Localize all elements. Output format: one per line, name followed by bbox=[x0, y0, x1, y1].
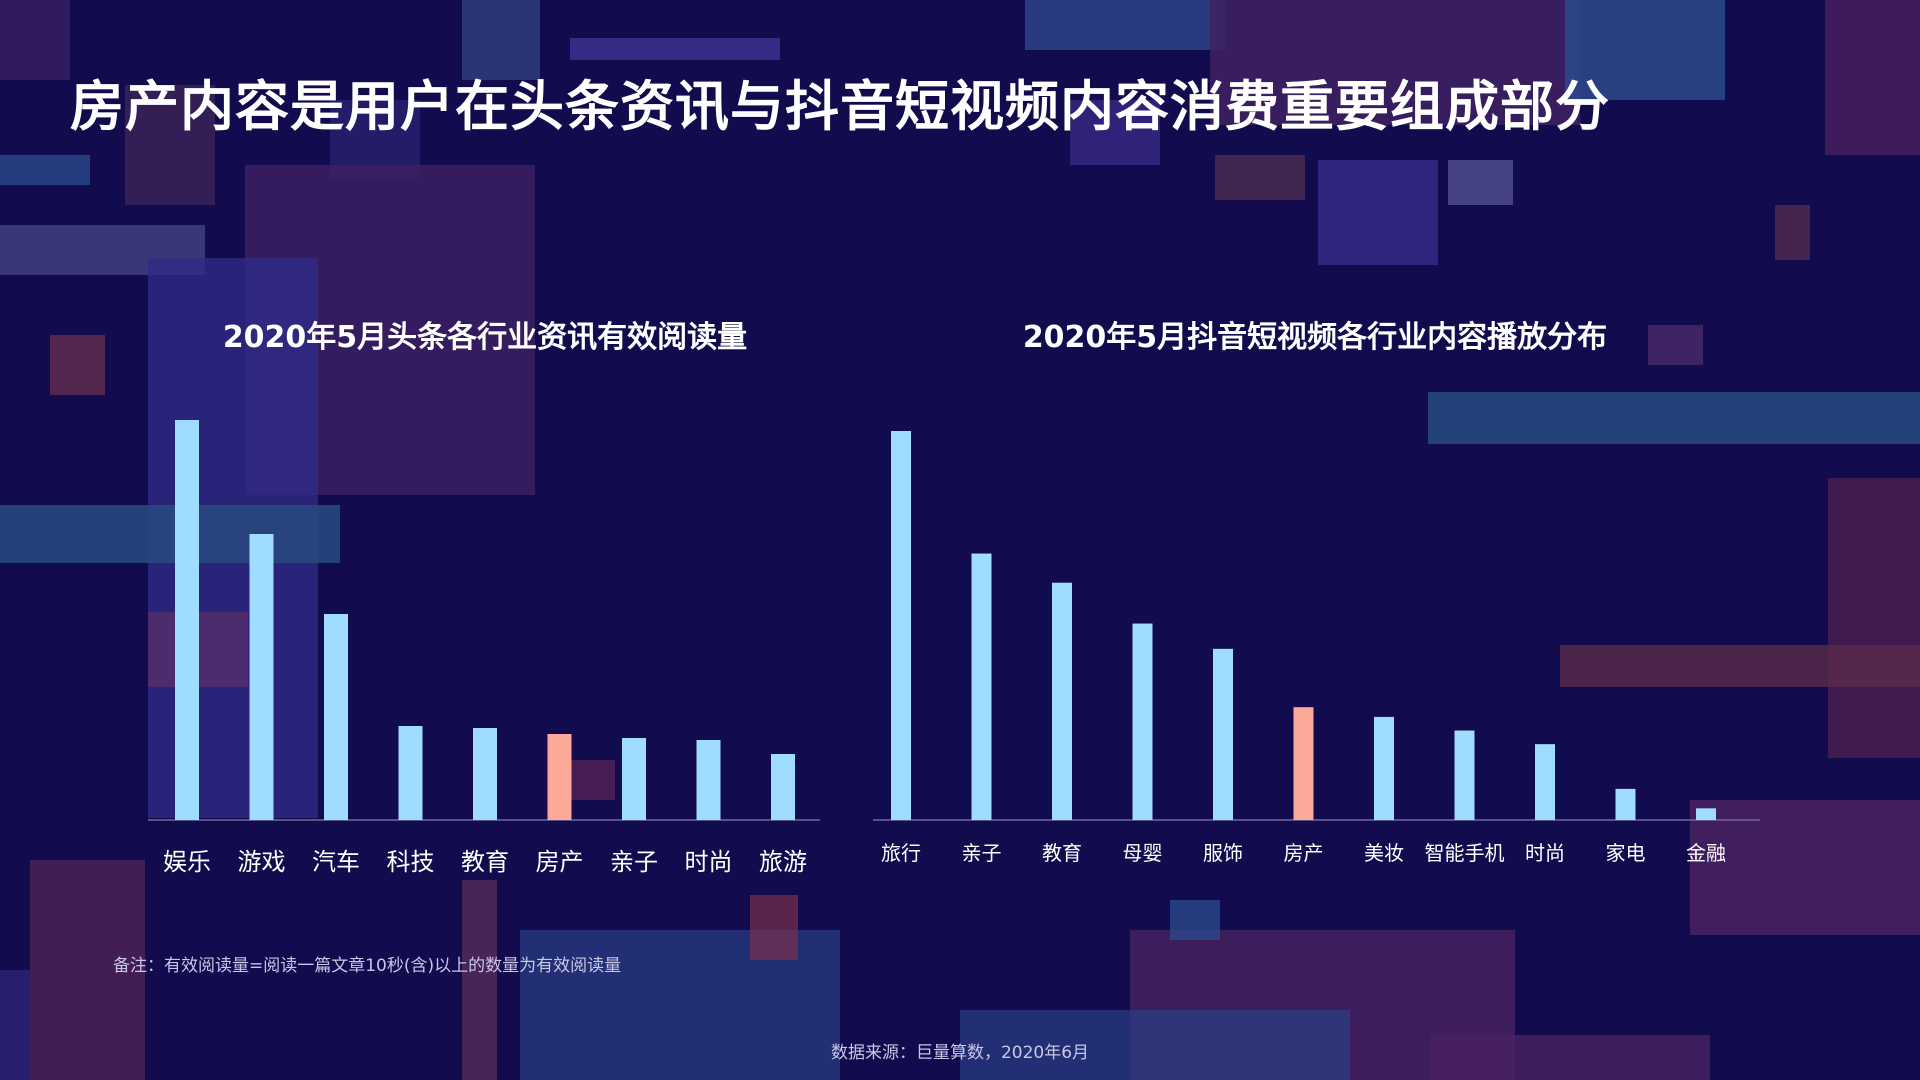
chart-douyin-tick-label-0: 旅行 bbox=[881, 841, 921, 865]
page-title: 房产内容是用户在头条资讯与抖音短视频内容消费重要组成部分 bbox=[70, 75, 1610, 138]
chart-toutiao-tick-label-5: 房产 bbox=[536, 848, 584, 876]
chart-douyin-tick-label-5: 房产 bbox=[1284, 841, 1324, 865]
chart-toutiao-tick-label-2: 汽车 bbox=[312, 848, 360, 876]
chart-toutiao-tick-label-0: 娱乐 bbox=[163, 848, 211, 876]
chart-douyin-bar-9 bbox=[1615, 788, 1636, 820]
chart-toutiao-bar-3 bbox=[398, 726, 423, 820]
footnote: 备注：有效阅读量=阅读一篇文章10秒(含)以上的数量为有效阅读量 bbox=[113, 956, 622, 976]
chart-douyin-tick-label-2: 教育 bbox=[1042, 841, 1082, 865]
chart-douyin-bar-4 bbox=[1213, 648, 1233, 820]
chart-toutiao-tick-label-6: 亲子 bbox=[610, 848, 658, 876]
chart-douyin-bar-8 bbox=[1535, 744, 1555, 820]
chart-toutiao-bar-0 bbox=[175, 420, 199, 820]
chart-toutiao-bar-8 bbox=[771, 754, 795, 820]
chart-douyin-bar-7 bbox=[1454, 730, 1475, 820]
chart-douyin-bar-0 bbox=[891, 431, 911, 820]
chart-toutiao-bar-1 bbox=[249, 534, 274, 820]
chart-douyin-tick-label-7: 智能手机 bbox=[1425, 841, 1505, 865]
chart-douyin-tick-label-3: 母婴 bbox=[1123, 841, 1163, 865]
chart-douyin-tick-label-1: 亲子 bbox=[962, 841, 1002, 865]
chart-toutiao-tick-label-3: 科技 bbox=[387, 848, 435, 876]
chart-douyin-bar-1 bbox=[971, 553, 992, 820]
chart-douyin-tick-label-9: 家电 bbox=[1606, 841, 1646, 865]
chart-toutiao-tick-label-8: 旅游 bbox=[759, 848, 807, 876]
chart-douyin-bar-6 bbox=[1374, 716, 1394, 820]
chart-douyin-tick-label-10: 金融 bbox=[1686, 841, 1726, 865]
chart-douyin-title: 2020年5月抖音短视频各行业内容播放分布 bbox=[1022, 320, 1608, 355]
chart-douyin-bar-10 bbox=[1696, 808, 1716, 820]
chart-toutiao-tick-label-1: 游戏 bbox=[238, 848, 286, 876]
chart-toutiao-bar-6 bbox=[622, 738, 646, 820]
data-source: 数据来源：巨量算数，2020年6月 bbox=[830, 1043, 1090, 1063]
chart-douyin-tick-label-6: 美妆 bbox=[1364, 841, 1404, 865]
chart-toutiao-tick-label-4: 教育 bbox=[461, 848, 509, 876]
chart-toutiao-bar-4 bbox=[473, 728, 497, 820]
chart-toutiao-bar-5 bbox=[547, 734, 572, 820]
chart-douyin-bar-3 bbox=[1132, 623, 1153, 820]
chart-toutiao-title: 2020年5月头条各行业资讯有效阅读量 bbox=[222, 320, 748, 355]
chart-toutiao-tick-label-7: 时尚 bbox=[685, 848, 733, 876]
chart-douyin-bar-5 bbox=[1293, 707, 1314, 820]
chart-douyin-bar-2 bbox=[1052, 582, 1072, 820]
chart-douyin-tick-label-4: 服饰 bbox=[1203, 841, 1243, 865]
chart-toutiao-bar-2 bbox=[324, 614, 348, 820]
chart-toutiao-bar-7 bbox=[696, 740, 721, 820]
chart-douyin-tick-label-8: 时尚 bbox=[1525, 841, 1565, 865]
